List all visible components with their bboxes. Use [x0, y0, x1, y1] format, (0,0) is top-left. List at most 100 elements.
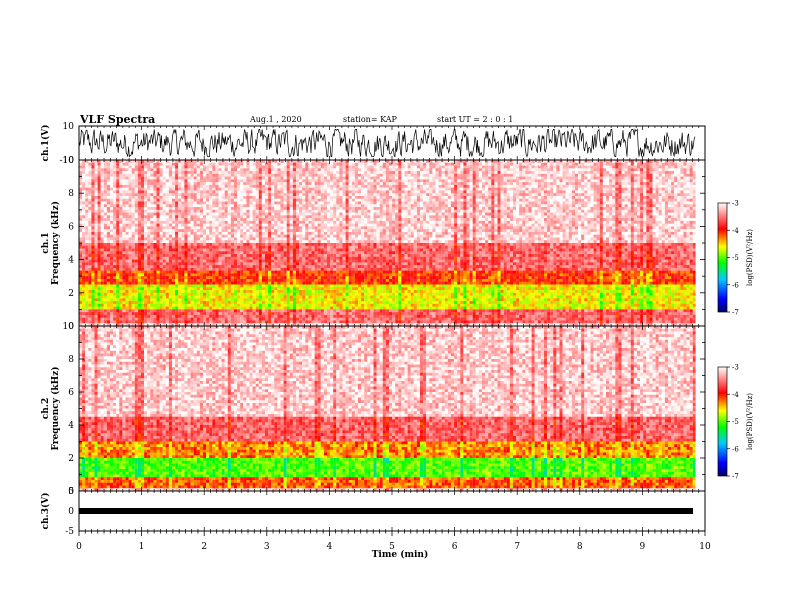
spectrogram-cell: [268, 249, 271, 252]
spectrogram-cell: [200, 315, 203, 318]
spectrogram-cell: [141, 293, 144, 296]
spectrogram-cell: [225, 312, 228, 315]
spectrogram-cell: [327, 296, 330, 299]
spectrogram-cell: [98, 279, 101, 282]
spectrogram-cell: [330, 232, 333, 235]
spectrogram-cell: [274, 202, 277, 205]
spectrogram-cell: [188, 260, 191, 263]
spectrogram-cell: [293, 251, 296, 254]
spectrogram-cell: [330, 174, 333, 177]
spectrogram-cell: [327, 260, 330, 263]
spectrogram-cell: [122, 315, 125, 318]
spectrogram-cell: [268, 315, 271, 318]
spectrogram-cell: [265, 204, 268, 207]
spectrogram-cell: [259, 193, 262, 196]
spectrogram-cell: [312, 188, 315, 191]
spectrogram-cell: [234, 202, 237, 205]
spectrogram-cell: [181, 218, 184, 221]
spectrogram-cell: [324, 226, 327, 229]
spectrogram-cell: [203, 318, 206, 321]
spectrogram-cell: [287, 237, 290, 240]
spectrogram-cell: [265, 296, 268, 299]
spectrogram-cell: [256, 315, 259, 318]
spectrogram-cell: [259, 312, 262, 315]
spectrogram-cell: [293, 273, 296, 276]
spectrogram-cell: [85, 210, 88, 213]
spectrogram-cell: [197, 282, 200, 285]
spectrogram-cell: [95, 229, 98, 232]
spectrogram-cell: [237, 210, 240, 213]
spectrogram-cell: [119, 304, 122, 307]
spectrogram-cell: [219, 210, 222, 213]
spectrogram-cell: [234, 193, 237, 196]
spectrogram-cell: [135, 199, 138, 202]
spectrogram-cell: [222, 185, 225, 188]
spectrogram-cell: [222, 312, 225, 315]
spectrogram-cell: [209, 179, 212, 182]
spectrogram-cell: [234, 185, 237, 188]
spectrogram-cell: [219, 163, 222, 166]
spectrogram-cell: [212, 243, 215, 246]
spectrogram-cell: [153, 240, 156, 243]
spectrogram-cell: [246, 282, 249, 285]
spectrogram-cell: [150, 204, 153, 207]
spectrogram-cell: [256, 224, 259, 227]
spectrogram-cell: [203, 204, 206, 207]
spectrogram-cell: [318, 312, 321, 315]
spectrogram-cell: [262, 298, 265, 301]
spectrogram-cell: [203, 232, 206, 235]
spectrogram-cell: [206, 232, 209, 235]
spectrogram-cell: [215, 262, 218, 265]
spectrogram-cell: [144, 174, 147, 177]
spectrogram-cell: [290, 196, 293, 199]
spectrogram-cell: [265, 240, 268, 243]
spectrogram-cell: [262, 273, 265, 276]
spectrogram-cell: [262, 168, 265, 171]
spectrogram-cell: [327, 196, 330, 199]
spectrogram-cell: [274, 290, 277, 293]
spectrogram-cell: [327, 226, 330, 229]
spectrogram-cell: [277, 168, 280, 171]
spectrogram-cell: [88, 237, 91, 240]
spectrogram-cell: [163, 232, 166, 235]
spectrogram-cell: [262, 287, 265, 290]
spectrogram-cell: [157, 282, 160, 285]
spectrogram-cell: [129, 193, 132, 196]
spectrogram-cell: [312, 226, 315, 229]
spectrogram-cell: [231, 271, 234, 274]
spectrogram-cell: [265, 196, 268, 199]
spectrogram-cell: [321, 221, 324, 224]
spectrogram-cell: [113, 188, 116, 191]
spectrogram-cell: [299, 207, 302, 210]
spectrogram-cell: [228, 251, 231, 254]
spectrogram-cell: [212, 318, 215, 321]
spectrogram-cell: [237, 290, 240, 293]
spectrogram-cell: [305, 246, 308, 249]
spectrogram-cell: [98, 190, 101, 193]
spectrogram-cell: [144, 298, 147, 301]
spectrogram-cell: [82, 179, 85, 182]
spectrogram-cell: [150, 312, 153, 315]
spectrogram-cell: [299, 235, 302, 238]
spectrogram-cell: [302, 287, 305, 290]
spectrogram-cell: [209, 307, 212, 310]
spectrogram-cell: [231, 260, 234, 263]
spectrogram-cell: [259, 199, 262, 202]
spectrogram-cell: [135, 237, 138, 240]
spectrogram-cell: [231, 171, 234, 174]
spectrogram-cell: [281, 246, 284, 249]
spectrogram-cell: [330, 282, 333, 285]
spectrogram-cell: [150, 307, 153, 310]
spectrogram-cell: [259, 273, 262, 276]
spectrogram-cell: [82, 171, 85, 174]
spectrogram-cell: [188, 290, 191, 293]
spectrogram-cell: [243, 298, 246, 301]
spectrogram-cell: [259, 182, 262, 185]
spectrogram-cell: [246, 290, 249, 293]
spectrogram-cell: [315, 282, 318, 285]
spectrogram-cell: [163, 285, 166, 288]
spectrogram-cell: [91, 315, 94, 318]
spectrogram-cell: [336, 171, 339, 174]
spectrogram-cell: [191, 282, 194, 285]
spectrogram-cell: [101, 320, 104, 323]
